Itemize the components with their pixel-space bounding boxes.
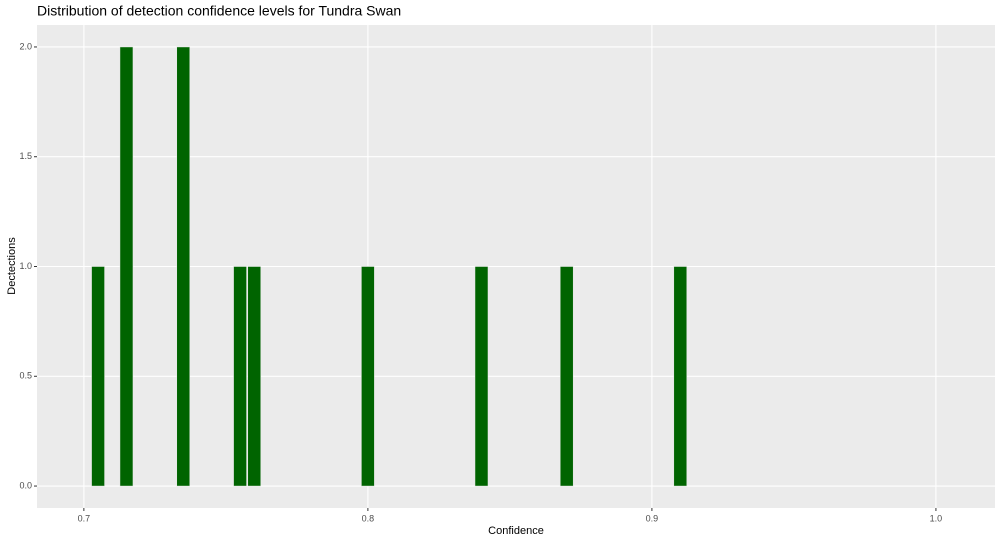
bar [361, 266, 375, 487]
bar [474, 266, 489, 487]
bar [91, 266, 105, 487]
y-axis-label: Dectections [6, 237, 18, 295]
x-tick-label: 1.0 [930, 513, 943, 523]
bar [233, 266, 247, 487]
x-tick-label: 0.8 [362, 513, 375, 523]
y-tick-label: 0.5 [19, 371, 32, 381]
x-axis-label: Confidence [488, 525, 544, 537]
bar [247, 266, 262, 487]
y-tick-label: 0.0 [19, 480, 32, 490]
bar [559, 266, 574, 487]
chart-title: Distribution of detection confidence lev… [37, 3, 401, 19]
x-tick-label: 0.9 [646, 513, 659, 523]
y-tick-label: 2.0 [19, 41, 32, 51]
bar [176, 46, 191, 487]
y-tick-label: 1.5 [19, 151, 32, 161]
bar [119, 46, 134, 487]
y-tick-label: 1.0 [19, 261, 32, 271]
x-tick-label: 0.7 [78, 513, 91, 523]
bar [673, 266, 688, 487]
